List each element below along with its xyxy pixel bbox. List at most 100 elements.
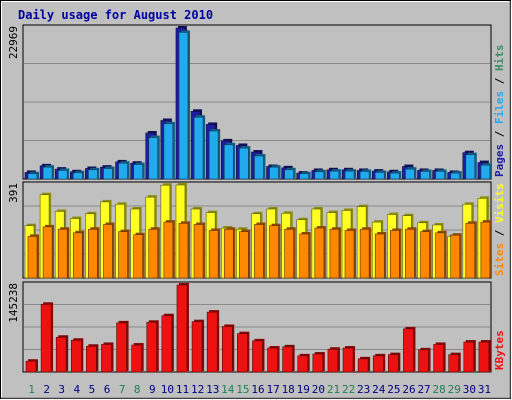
bar-kbytes-kbytes-20 [312,353,324,373]
x-tick-label-day-25: 25 [387,383,400,396]
max-label-kbytes: 145238 [7,283,20,323]
bar-visits-sites-25 [390,230,400,279]
x-tick-label-day-26: 26 [402,383,415,396]
panel-kbytes: 145238 KBytes [7,281,506,373]
bar-kbytes-kbytes-22 [342,347,354,373]
bar-hits-files-25 [390,172,400,180]
x-tick-label-day-21: 21 [327,383,340,396]
bar-hits-files-6 [103,168,113,180]
bar-visits-sites-9 [148,228,159,279]
bar-visits-sites-15 [239,231,249,279]
bar-visits-sites-5 [88,228,98,279]
x-tick-label-day-13: 13 [206,383,219,396]
bar-kbytes-kbytes-11 [176,284,188,373]
bar-visits-sites-28 [435,232,445,279]
side-label-visits: Visits [493,183,506,223]
side-label-hits: Hits [493,45,506,72]
bar-hits-files-1 [27,173,38,180]
bar-hits-files-22 [344,170,355,180]
x-tick-label-day-8: 8 [134,383,141,396]
bar-kbytes-kbytes-1 [25,360,37,373]
bar-hits-files-26 [405,168,415,180]
bar-hits-files-8 [133,164,143,180]
x-tick-label-day-27: 27 [417,383,430,396]
bar-hits-files-10 [163,123,174,180]
bar-kbytes-kbytes-30 [463,341,475,373]
bar-visits-sites-1 [27,236,38,279]
bar-hits-files-24 [374,172,385,180]
bar-hits-files-11 [178,32,189,180]
x-tick-label-day-28: 28 [433,383,446,396]
bar-kbytes-kbytes-23 [357,358,369,373]
bar-kbytes-kbytes-9 [146,321,158,373]
bar-hits-files-15 [239,147,249,180]
bar-hits-files-17 [269,166,279,180]
bar-visits-sites-29 [450,234,461,279]
x-tick-label-day-16: 16 [251,383,264,396]
bar-visits-sites-11 [178,222,189,279]
bar-visits-sites-10 [163,221,174,279]
bar-hits-files-16 [254,155,264,180]
x-tick-label-day-6: 6 [104,383,111,396]
x-tick-label-day-22: 22 [342,383,355,396]
x-tick-label-day-18: 18 [282,383,295,396]
bar-visits-sites-12 [193,224,204,279]
bar-kbytes-kbytes-27 [418,349,429,373]
chart-title: Daily usage for August 2010 [18,8,213,22]
bar-kbytes-kbytes-8 [131,344,142,373]
bar-kbytes-kbytes-7 [116,322,127,373]
bar-visits-sites-23 [359,228,370,279]
x-tick-label-day-24: 24 [372,383,386,396]
chart-panels: 22969 Pages / Files / Hits 391 Sites / Visi… [7,24,506,373]
bar-hits-files-14 [223,144,234,180]
bar-kbytes-kbytes-24 [372,355,384,373]
bar-visits-sites-26 [405,228,415,279]
bar-hits-files-18 [284,169,294,180]
x-tick-label-day-29: 29 [448,383,461,396]
panel-visits: 391 Sites / Visits [7,181,506,279]
bar-hits-files-13 [208,130,219,180]
bar-hits-files-5 [88,169,98,180]
bar-visits-sites-14 [223,228,234,279]
x-tick-label-day-5: 5 [89,383,96,396]
bar-hits-files-12 [193,116,204,180]
bar-visits-sites-27 [420,231,430,279]
bar-visits-sites-13 [208,230,219,279]
bar-kbytes-kbytes-10 [161,315,173,373]
x-tick-label-day-3: 3 [58,383,65,396]
bar-hits-files-28 [435,171,445,180]
x-tick-label-day-14: 14 [221,383,235,396]
bar-kbytes-kbytes-15 [237,333,248,373]
bar-kbytes-kbytes-6 [101,344,112,373]
side-label-visits: Sites / Visits [493,183,506,276]
bar-kbytes-kbytes-26 [403,328,414,373]
bar-visits-sites-3 [57,228,68,279]
side-label-separator: / [493,71,506,91]
x-tick-label-day-10: 10 [161,383,174,396]
bar-hits-files-27 [420,171,430,180]
bar-visits-sites-6 [103,224,113,279]
bar-kbytes-kbytes-14 [221,326,233,373]
x-tick-label-day-23: 23 [357,383,370,396]
x-tick-label-day-19: 19 [297,383,310,396]
x-tick-label-day-17: 17 [266,383,279,396]
bar-hits-files-19 [299,173,310,180]
bar-hits-files-2 [42,166,53,180]
bar-visits-sites-22 [344,230,355,279]
bar-visits-sites-7 [118,231,128,279]
panel-hits: 22969 Pages / Files / Hits [7,24,506,180]
bar-hits-files-3 [57,170,68,180]
bar-hits-files-7 [118,162,128,180]
x-tick-label-day-30: 30 [463,383,476,396]
side-label-kbytes: KBytes [493,330,506,370]
bar-visits-sites-17 [269,225,279,279]
bar-kbytes-kbytes-28 [433,344,444,373]
side-label-sites: Sites [493,243,506,276]
bar-hits-files-4 [72,172,83,180]
bar-visits-sites-19 [299,233,310,279]
bar-hits-files-31 [480,164,491,180]
bar-kbytes-kbytes-31 [478,341,490,373]
x-tick-label-day-7: 7 [119,383,126,396]
x-tick-label-day-11: 11 [176,383,189,396]
